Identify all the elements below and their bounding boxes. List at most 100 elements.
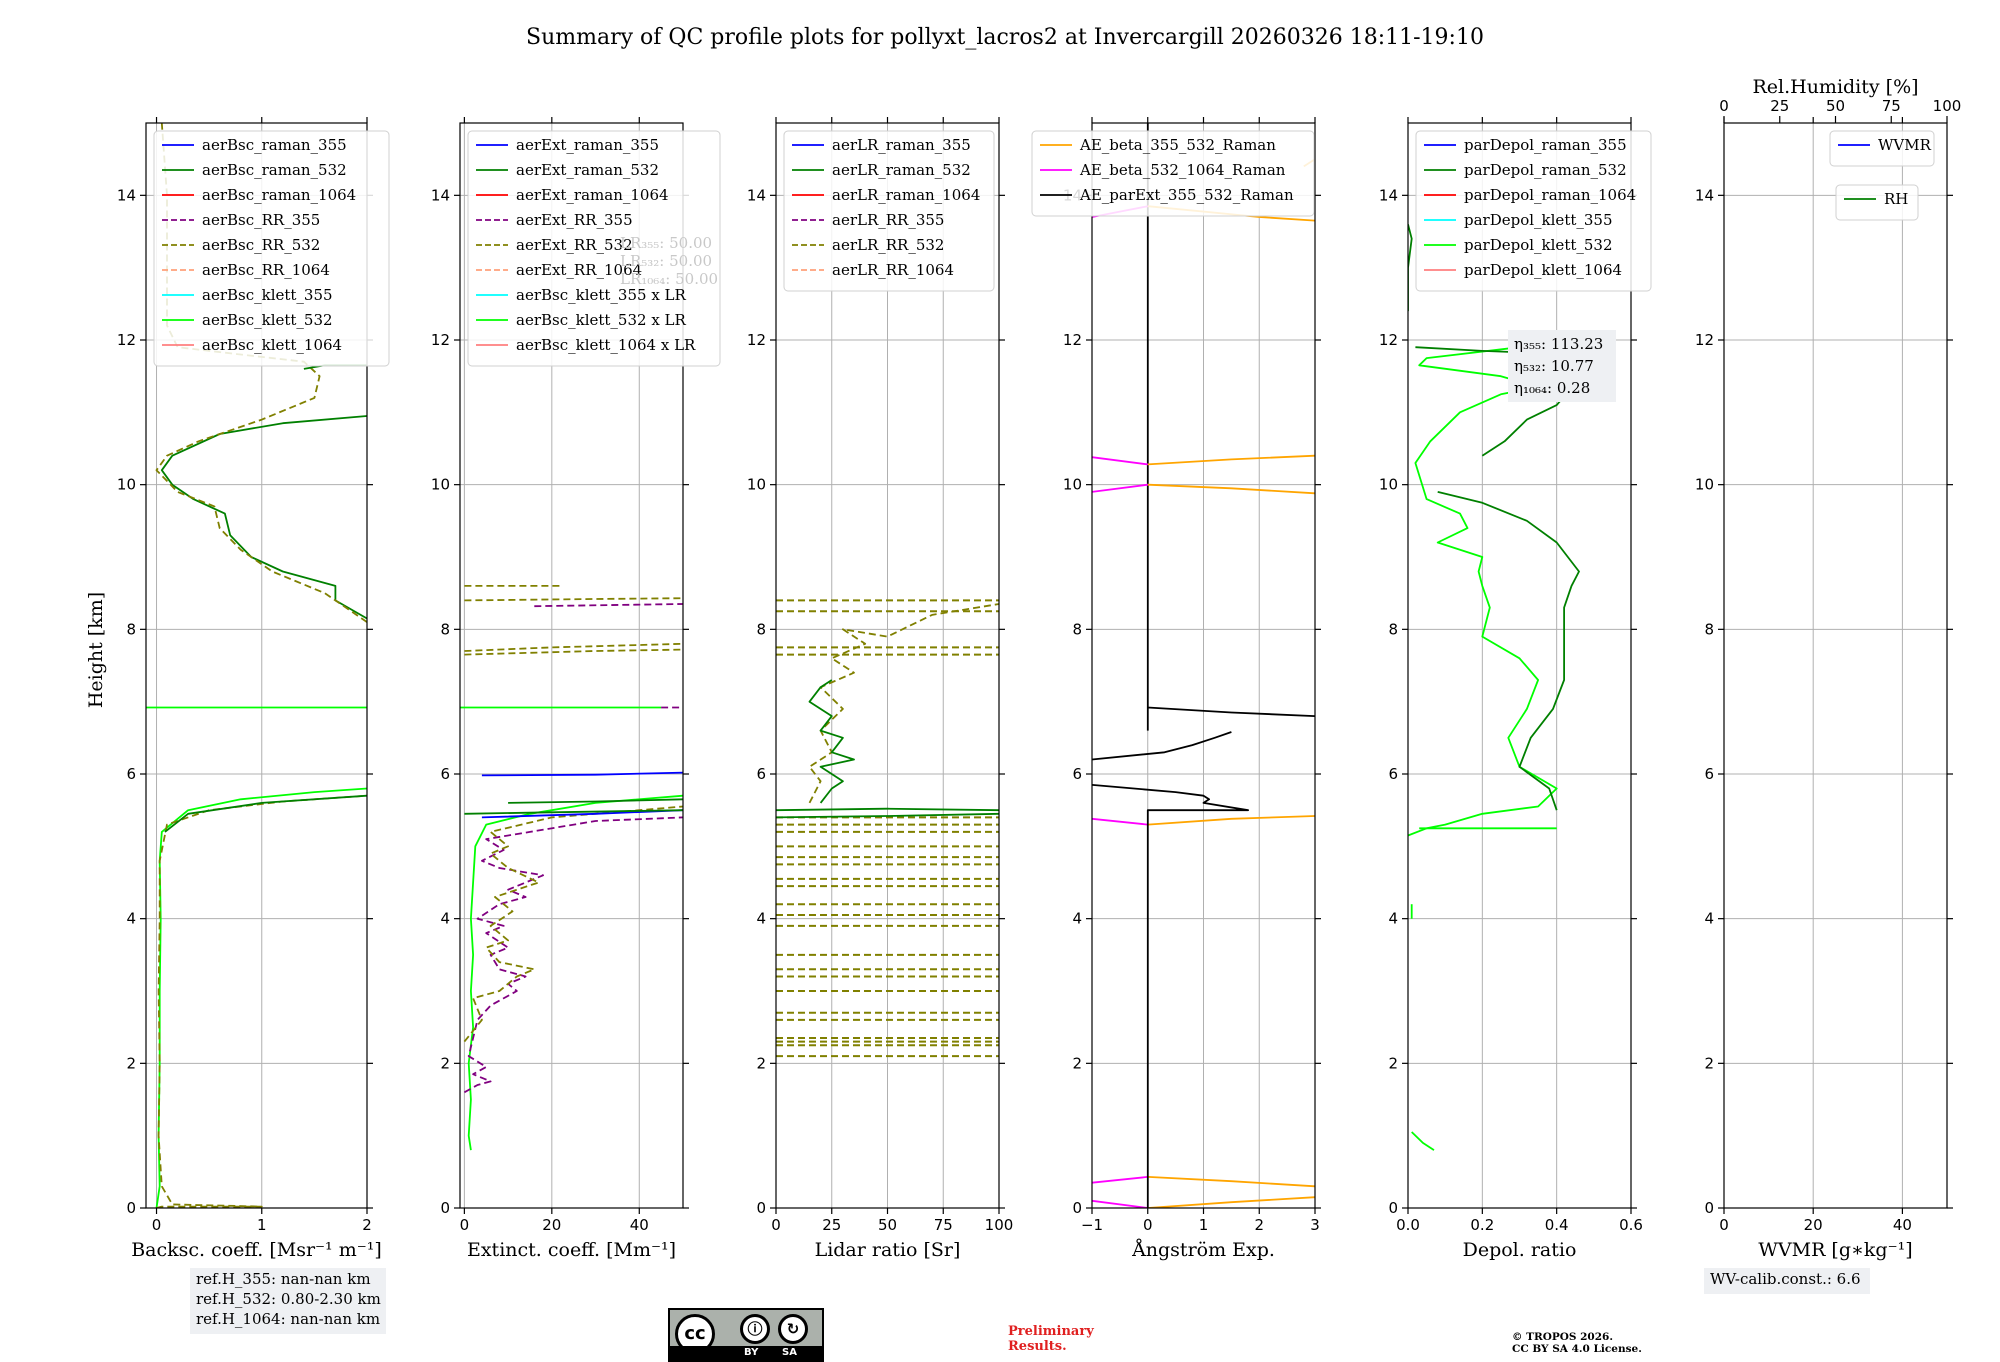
- axes-frame: [1723, 122, 1948, 1209]
- x-tick-label: 50: [878, 1216, 897, 1234]
- y-tick-label: 4: [440, 910, 450, 928]
- x-axis-label: WVMR [g∗kg⁻¹]: [1758, 1239, 1912, 1261]
- prelim-line-2: Results.: [1008, 1339, 1067, 1354]
- copyright-line-1: © TROPOS 2026.: [1512, 1331, 1613, 1343]
- series-AE_beta_532_1064_Raman: [1092, 1176, 1148, 1184]
- series-aerBsc_raman_532: [160, 415, 367, 620]
- y-tick-label: 12: [747, 331, 766, 349]
- legend-label: aerBsc_klett_532 x LR: [516, 311, 687, 329]
- grid: [1091, 123, 1316, 1209]
- y-tick-label: 12: [431, 331, 450, 349]
- legend-label: aerBsc_klett_355: [202, 286, 333, 304]
- y-tick-label: 0: [1388, 1199, 1398, 1217]
- series-aerLR_raman_532: [808, 679, 855, 804]
- legend-box: [153, 130, 390, 367]
- notes-box: [1704, 1268, 1870, 1294]
- legend-label: aerBsc_RR_355: [202, 211, 320, 229]
- legend-label: aerBsc_klett_355 x LR: [516, 286, 687, 304]
- legend-label: AE_beta_355_532_Raman: [1079, 136, 1276, 154]
- legend-label: aerBsc_raman_355: [202, 136, 347, 154]
- top-x-tick-label: 100: [1933, 97, 1962, 115]
- figure-title: Summary of QC profile plots for pollyxt_…: [526, 25, 1484, 50]
- y-tick-label: 0: [126, 1199, 136, 1217]
- note-text: WV-calib.const.: 6.6: [1710, 1270, 1861, 1288]
- y-tick-label: 8: [1704, 620, 1714, 638]
- series-aerExt_raman_355: [481, 771, 683, 777]
- plot-area: [146, 123, 367, 1208]
- prelim-line-1: Preliminary: [1008, 1324, 1094, 1339]
- y-tick-label: 8: [440, 620, 450, 638]
- x-axis-label: Lidar ratio [Sr]: [815, 1239, 961, 1261]
- series-AE_beta_532_1064_Raman: [1092, 456, 1148, 466]
- legend-box: [1835, 184, 1919, 221]
- series-AE_parExt_355_532_Raman: [1146, 706, 1315, 731]
- x-tick-label: 0: [460, 1216, 470, 1234]
- y-tick-label: 12: [117, 331, 136, 349]
- series-aerLR_RR_532: [808, 603, 999, 804]
- eta-note: η₃₅₅: 113.23: [1514, 335, 1603, 353]
- legend: AE_beta_355_532_Raman AE_beta_532_1064_Ra…: [1031, 130, 1315, 217]
- series-aerExt_RR_532: [464, 642, 683, 652]
- panel-depol: 0 2 4 6 8 10 12 14 0.0 0.2 0.4 0.6 Depol. ratio parDe…: [1379, 117, 1652, 1261]
- x-tick-label: 0: [1143, 1216, 1153, 1234]
- y-tick-label: 0: [1704, 1199, 1714, 1217]
- x-axis-label: Backsc. coeff. [Msr⁻¹ m⁻¹]: [131, 1239, 382, 1261]
- x-tick-label: 3: [1310, 1216, 1320, 1234]
- legend-label: parDepol_klett_355: [1464, 211, 1613, 229]
- series-AE_parExt_355_532_Raman: [1092, 784, 1249, 1208]
- legend-box: [783, 130, 995, 292]
- series-AE_beta_355_532_Raman: [1147, 483, 1315, 495]
- lr-note: LR₅₃₂: 50.00: [620, 252, 712, 270]
- legend-label: parDepol_klett_532: [1464, 236, 1613, 254]
- y-tick-label: 12: [1063, 331, 1082, 349]
- x-tick-label: 75: [934, 1216, 953, 1234]
- panel-ext: 0 2 4 6 8 10 12 14 0 20 40 Extinct. coeff. [Mm⁻¹] ae…: [431, 117, 721, 1261]
- legend-label: parDepol_klett_1064: [1464, 261, 1622, 279]
- y-tick-label: 2: [1388, 1054, 1398, 1072]
- legend: aerLR_raman_355 aerLR_raman_532 aerLR_rama…: [783, 130, 995, 292]
- legend: aerExt_raman_355 aerExt_raman_532 aerExt_r…: [467, 130, 721, 367]
- legend-box: [467, 130, 721, 367]
- y-tick-label: 8: [126, 620, 136, 638]
- y-tick-label: 10: [117, 476, 136, 494]
- x-tick-label: 1: [257, 1216, 267, 1234]
- eta-note: η₅₃₂: 10.77: [1514, 357, 1594, 375]
- x-tick-label: 2: [1254, 1216, 1264, 1234]
- top-x-tick-label: 25: [1770, 97, 1789, 115]
- y-tick-label: 6: [756, 765, 766, 783]
- panel-wv: 0 2 4 6 8 10 12 14 0 20 40 WVMR [g∗kg⁻¹] 0 25 50 75 100 R…: [1695, 76, 1961, 1294]
- legend: RH: [1835, 184, 1919, 221]
- legend: WVMR: [1829, 130, 1935, 167]
- x-tick-label: −1: [1081, 1216, 1103, 1234]
- x-tick-label: 2: [362, 1216, 372, 1234]
- y-tick-label: 12: [1379, 331, 1398, 349]
- x-tick-label: 0.6: [1619, 1216, 1643, 1234]
- top-x-axis-label: Rel.Humidity [%]: [1752, 76, 1918, 98]
- y-tick-label: 12: [1695, 331, 1714, 349]
- x-tick-label: 1: [1199, 1216, 1209, 1234]
- y-tick-label: 4: [1388, 910, 1398, 928]
- eta-box: [1508, 330, 1616, 402]
- y-tick-label: 10: [1379, 476, 1398, 494]
- series-aerExt_RR_532: [464, 597, 683, 602]
- x-axis-label: Extinct. coeff. [Mm⁻¹]: [467, 1239, 676, 1261]
- lr-note: LR₁₀₆₄: 50.00: [620, 270, 718, 288]
- legend-label: aerLR_raman_1064: [832, 186, 980, 204]
- legend-box: [1031, 130, 1315, 217]
- notes-box: [190, 1268, 386, 1334]
- series-aerLR_raman_532: [776, 812, 999, 819]
- x-tick-label: 40: [630, 1216, 649, 1234]
- x-tick-label: 0: [1719, 1216, 1729, 1234]
- series-aerExt_RR_355: [534, 603, 683, 608]
- axes-frame: [1407, 122, 1632, 1209]
- y-tick-label: 6: [1072, 765, 1082, 783]
- series-AE_beta_532_1064_Raman: [1092, 483, 1148, 493]
- x-tick-label: 25: [822, 1216, 841, 1234]
- y-tick-label: 14: [1695, 186, 1714, 204]
- series-AE_beta_355_532_Raman: [1147, 1196, 1315, 1208]
- y-tick-label: 0: [756, 1199, 766, 1217]
- legend-label: aerBsc_klett_532: [202, 311, 333, 329]
- legend-label: aerBsc_raman_1064: [202, 186, 356, 204]
- series-aerBsc_RR_532: [155, 123, 367, 623]
